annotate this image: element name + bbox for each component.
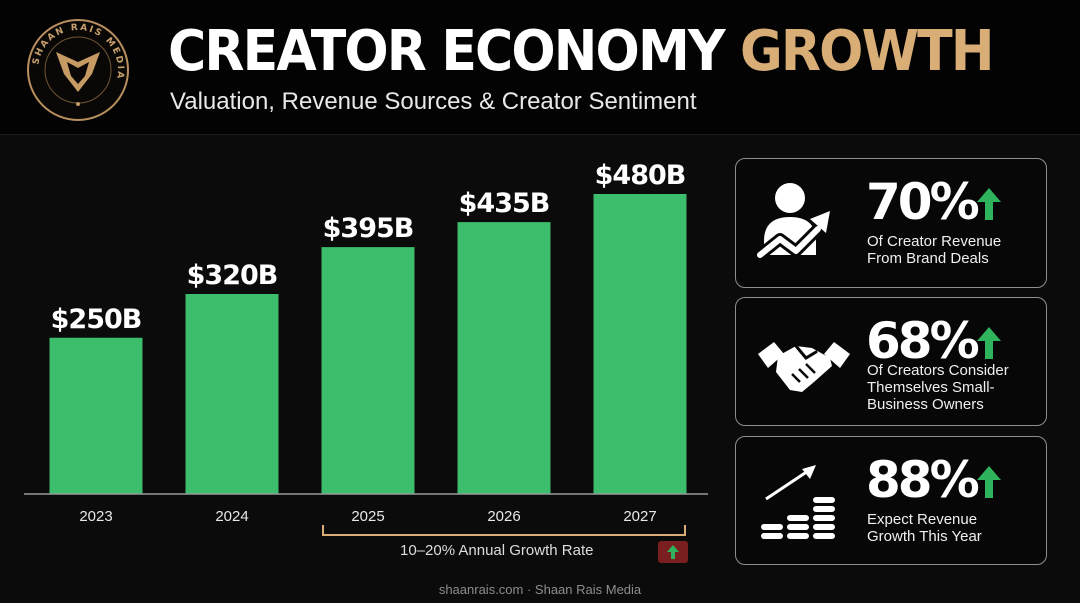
coin-stacks-growth-icon bbox=[759, 465, 837, 541]
up-arrow-icon bbox=[977, 188, 1001, 220]
bar-value-label: $395B bbox=[323, 213, 414, 244]
stat-value: 88% bbox=[866, 451, 980, 509]
title-main: CREATOR ECONOMY bbox=[168, 19, 726, 84]
x-tick-label: 2027 bbox=[623, 508, 656, 525]
stat-value: 68% bbox=[866, 312, 980, 370]
x-tick-label: 2026 bbox=[487, 508, 520, 525]
growth-span-bracket bbox=[322, 525, 686, 536]
stat-card-small-business: 68% Of Creators Consider Themselves Smal… bbox=[735, 297, 1047, 426]
bar-2027 bbox=[593, 194, 687, 494]
bar-2026 bbox=[457, 222, 551, 494]
page-title: CREATOR ECONOMY GROWTH bbox=[168, 16, 994, 88]
page-subtitle: Valuation, Revenue Sources & Creator Sen… bbox=[170, 88, 697, 115]
bar-value-label: $480B bbox=[595, 160, 686, 191]
bar-value-label: $250B bbox=[51, 304, 142, 335]
x-tick-label: 2024 bbox=[215, 508, 248, 525]
up-arrow-icon bbox=[667, 545, 679, 559]
stat-description: Of Creator Revenue From Brand Deals bbox=[867, 233, 1002, 267]
x-tick-label: 2023 bbox=[79, 508, 112, 525]
up-arrow-icon bbox=[977, 466, 1001, 498]
footer-credit: shaanrais.com · Shaan Rais Media bbox=[438, 582, 642, 597]
growth-badge bbox=[658, 541, 688, 563]
bar-chart: $250B 2023 $320B 2024 $395B 2025 $435B 2026 $480… bbox=[24, 160, 708, 536]
bar-2024 bbox=[185, 294, 279, 494]
stat-description: Expect Revenue Growth This Year bbox=[867, 511, 982, 545]
handshake-icon bbox=[758, 342, 850, 392]
shaan-rais-media-logo: SHAAN RAIS MEDIA bbox=[27, 19, 129, 121]
bar-2025 bbox=[321, 247, 415, 494]
bar-2023 bbox=[49, 337, 143, 494]
bar-value-label: $320B bbox=[187, 260, 278, 291]
person-growth-chart-icon bbox=[756, 183, 830, 261]
bar-value-label: $435B bbox=[459, 188, 550, 219]
title-accent: GROWTH bbox=[740, 19, 994, 84]
x-tick-label: 2025 bbox=[351, 508, 384, 525]
stat-description: Of Creators Consider Themselves Small- B… bbox=[867, 362, 1009, 413]
growth-rate-annotation: 10–20% Annual Growth Rate bbox=[400, 542, 594, 559]
stat-card-revenue-growth: 88% Expect Revenue Growth This Year bbox=[735, 436, 1047, 565]
header: SHAAN RAIS MEDIA CREATOR ECONOMY GROWTH … bbox=[0, 0, 1080, 135]
stat-card-brand-deals: 70% Of Creator Revenue From Brand Deals bbox=[735, 158, 1047, 288]
up-arrow-icon bbox=[977, 327, 1001, 359]
stat-value: 70% bbox=[866, 173, 980, 231]
